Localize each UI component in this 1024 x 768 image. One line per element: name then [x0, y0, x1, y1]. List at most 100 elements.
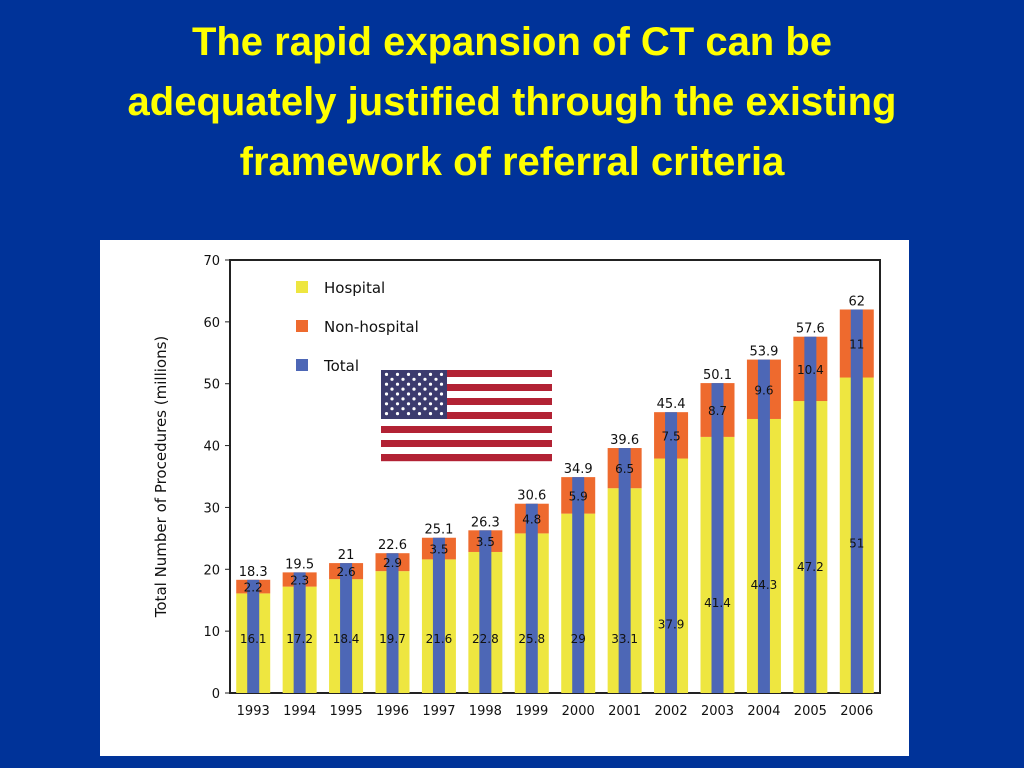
- flag-star: [406, 372, 411, 376]
- flag-star: [434, 397, 438, 401]
- label-total: 26.3: [471, 515, 500, 530]
- flag-star: [390, 397, 394, 401]
- x-tick-label: 2002: [655, 704, 688, 719]
- flag-star: [406, 382, 411, 386]
- x-tick-label: 2001: [608, 704, 641, 719]
- flag-star: [423, 397, 427, 401]
- bar-total: [665, 412, 678, 693]
- plot-frame: [229, 259, 881, 694]
- bar-total: [572, 477, 585, 693]
- flag-star: [390, 377, 394, 381]
- x-tick-label: 2005: [794, 704, 827, 719]
- label-hospital: 37.9: [658, 618, 685, 632]
- label-total: 50.1: [703, 368, 732, 383]
- label-non-hospital: 2.2: [244, 581, 263, 595]
- label-non-hospital: 9.6: [754, 383, 773, 397]
- ct-procedures-chart: 0 10 20 30 40 50 60 70 Total Number of Procedure…: [152, 254, 881, 719]
- y-tick-label: 50: [203, 378, 220, 393]
- bar-total: [432, 537, 445, 693]
- x-tick-label: 1995: [330, 704, 363, 719]
- label-hospital: 22.8: [472, 632, 499, 646]
- flag-star: [390, 387, 394, 391]
- label-total: 22.6: [378, 538, 407, 553]
- label-total: 57.6: [796, 322, 825, 337]
- bar-total: [247, 579, 260, 693]
- label-hospital: 19.7: [379, 632, 406, 646]
- y-tick-label: 10: [203, 625, 220, 640]
- legend-label: Hospital: [324, 279, 385, 297]
- bar-total: [386, 553, 399, 693]
- bar-total: [711, 383, 724, 693]
- y-tick-label: 20: [203, 563, 220, 578]
- flag-stripe: [381, 377, 552, 385]
- flag-star: [406, 392, 411, 396]
- flag-star: [384, 412, 389, 416]
- label-hospital: 51: [849, 537, 864, 551]
- label-non-hospital: 5.9: [569, 489, 588, 503]
- y-tick-label: 0: [212, 687, 220, 702]
- chart-axes: 0 10 20 30 40 50 60 70 Total Number of Procedure…: [152, 254, 881, 719]
- x-tick-label: 1997: [422, 704, 455, 719]
- label-total: 30.6: [517, 489, 546, 504]
- y-tick-label: 60: [203, 316, 220, 331]
- flag-star: [401, 377, 405, 381]
- x-tick-label: 2000: [562, 704, 595, 719]
- flag-stripe: [381, 433, 552, 441]
- flag-star: [412, 387, 416, 391]
- flag-stripe: [381, 405, 552, 413]
- bar-total: [804, 336, 817, 693]
- y-axis-label: Total Number of Procedures (millions): [152, 336, 170, 618]
- flag-star: [434, 387, 438, 391]
- label-total: 62: [849, 294, 866, 309]
- bar-total: [293, 572, 306, 693]
- bar-total: [525, 503, 538, 693]
- flag-star: [423, 387, 427, 391]
- label-total: 34.9: [564, 462, 593, 477]
- slide-title-line-3: framework of referral criteria: [239, 140, 785, 184]
- label-non-hospital: 8.7: [708, 404, 727, 418]
- flag-star: [423, 407, 427, 411]
- flag-star: [417, 402, 422, 406]
- label-non-hospital: 6.5: [615, 462, 634, 476]
- flag-stripe: [381, 398, 552, 406]
- chart-panel: 0 10 20 30 40 50 60 70 Total Number of Procedure…: [100, 240, 909, 756]
- flag-stripe: [381, 426, 552, 434]
- flag-stripe: [381, 391, 552, 399]
- flag-canton: [381, 370, 447, 419]
- flag-star: [439, 382, 444, 386]
- label-hospital: 21.6: [426, 632, 453, 646]
- label-total: 25.1: [424, 523, 453, 538]
- label-non-hospital: 3.5: [429, 543, 448, 557]
- flag-star: [401, 387, 405, 391]
- legend-label: Non-hospital: [324, 318, 419, 336]
- flag-star: [417, 382, 422, 386]
- chart-bars: [236, 309, 874, 693]
- legend-swatch: [296, 281, 308, 293]
- label-hospital: 44.3: [751, 578, 778, 592]
- label-total: 19.5: [285, 557, 314, 572]
- flag-star: [417, 372, 422, 376]
- slide-title: The rapid expansion of CT can be adequat…: [0, 12, 1024, 192]
- legend-swatch: [296, 320, 308, 332]
- label-hospital: 41.4: [704, 596, 731, 610]
- legend-label: Total: [323, 357, 359, 375]
- bar-total: [850, 309, 863, 693]
- label-hospital: 47.2: [797, 560, 824, 574]
- flag-star: [428, 372, 433, 376]
- flag-star: [412, 377, 416, 381]
- flag-star: [434, 407, 438, 411]
- label-total: 21: [338, 548, 355, 563]
- flag-star: [395, 412, 400, 416]
- us-flag-icon: [381, 370, 552, 462]
- flag-stripe: [381, 447, 552, 455]
- flag-star: [428, 402, 433, 406]
- flag-star: [384, 392, 389, 396]
- flag-star: [428, 392, 433, 396]
- label-hospital: 33.1: [611, 632, 638, 646]
- label-hospital: 29: [571, 632, 586, 646]
- flag-star: [401, 397, 405, 401]
- flag-star: [395, 392, 400, 396]
- label-non-hospital: 11: [849, 338, 864, 352]
- flag-star: [428, 412, 433, 416]
- bar-total: [479, 530, 492, 693]
